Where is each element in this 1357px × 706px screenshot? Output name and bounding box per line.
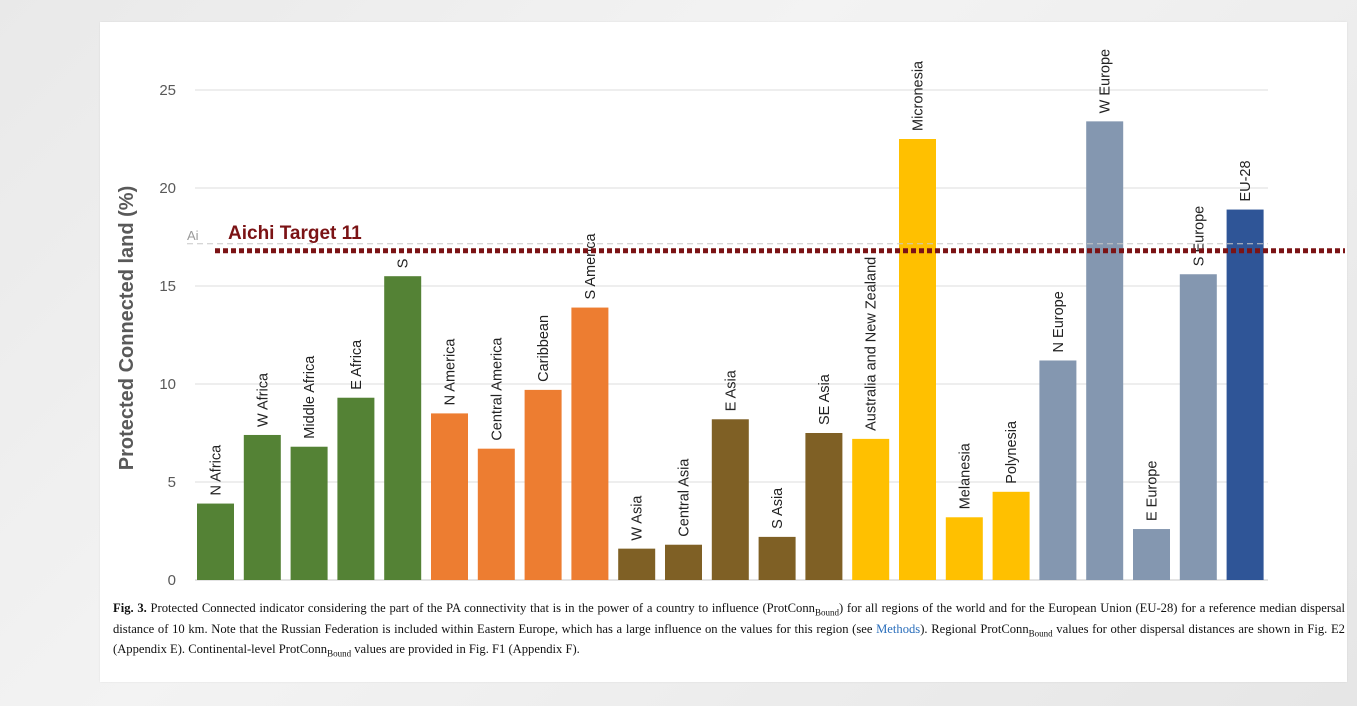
caption-text: ). Regional ProtConn: [920, 621, 1029, 636]
bar: [477, 448, 515, 580]
target-faint-label: Ai: [187, 228, 199, 243]
bar: [524, 389, 562, 580]
caption-text: Protected Connected indicator considerin…: [146, 601, 815, 615]
bar: [290, 446, 328, 580]
caption-subscript: Bound: [814, 607, 839, 618]
y-tick-label: 15: [159, 278, 176, 295]
bar: [384, 276, 422, 580]
bar-label: W Europe: [1098, 49, 1114, 113]
bar-label: EU-28: [1238, 160, 1254, 201]
bar: [711, 419, 749, 580]
caption-subscript: Bound: [1028, 628, 1053, 639]
bar: [243, 434, 281, 580]
aichi-target-group: Ai Aichi Target 11: [187, 223, 1345, 254]
caption-subscript: Bound: [327, 648, 352, 659]
bar-label: S Europe: [1191, 206, 1207, 266]
bar-label: E Europe: [1145, 461, 1161, 521]
bar-label: Middle Africa: [302, 355, 318, 439]
bar: [899, 139, 936, 580]
bar-label: N America: [443, 338, 459, 406]
y-tick-label: 0: [168, 572, 176, 589]
aichi-target-label: Aichi Target 11: [228, 223, 362, 244]
bar-label: Caribbean: [536, 315, 552, 382]
bar: [1226, 209, 1264, 580]
bar-label: Australia and New Zealand: [864, 257, 880, 431]
bar-label: S Asia: [770, 487, 786, 529]
bar: [337, 397, 375, 580]
caption-text: values are provided in Fig. F1 (Appendix…: [351, 642, 580, 656]
bar-label: N Europe: [1051, 291, 1067, 352]
bar: [1179, 274, 1217, 580]
bar-label: S America: [583, 233, 599, 300]
bar-label: W Africa: [255, 372, 271, 427]
bar-label: Central Asia: [677, 458, 693, 537]
y-tick-label: 20: [159, 180, 176, 197]
x-tick-labels: N Africa W Africa Middle Africa E Africa S N …: [209, 49, 1255, 541]
caption-text: ) for all regions of the world and for t…: [113, 601, 1346, 636]
y-tick-label: 10: [159, 376, 176, 393]
bar: [431, 413, 468, 580]
bar: [1133, 529, 1170, 580]
bar-label: E Asia: [723, 369, 739, 411]
bars: [197, 121, 1264, 581]
bar-label: Melanesia: [957, 442, 973, 509]
bar: [571, 307, 609, 580]
bar: [197, 503, 234, 580]
bar: [852, 438, 890, 580]
bar-label: W Asia: [630, 495, 646, 541]
bar-label: S: [396, 259, 412, 269]
figure-caption: Fig. 3. Protected Connected indicator co…: [113, 598, 1345, 660]
caption-text: values for other dispersal distances are…: [113, 621, 1345, 657]
bar-label: N Africa: [209, 444, 225, 496]
bar: [618, 548, 656, 580]
methods-link[interactable]: Methods: [876, 621, 921, 636]
y-tick-labels: 0 5 10 15 20 25: [159, 82, 176, 589]
bar: [805, 433, 843, 580]
bar-label: Micronesia: [911, 60, 927, 131]
bar: [758, 536, 796, 580]
y-axis-label: Protected Connected land (%): [116, 186, 138, 470]
bar: [992, 491, 1030, 580]
bar-label: Polynesia: [1004, 420, 1020, 484]
bar: [1039, 360, 1077, 580]
caption-fig-label: Fig. 3.: [113, 601, 147, 615]
bar: [945, 517, 983, 580]
y-tick-label: 5: [168, 474, 176, 491]
bar: [665, 544, 702, 580]
y-tick-label: 25: [159, 82, 176, 99]
bar: [1086, 121, 1124, 581]
bar-label: SE Asia: [817, 373, 833, 425]
bar-label: Central America: [489, 337, 505, 441]
bar-label: E Africa: [349, 339, 365, 390]
